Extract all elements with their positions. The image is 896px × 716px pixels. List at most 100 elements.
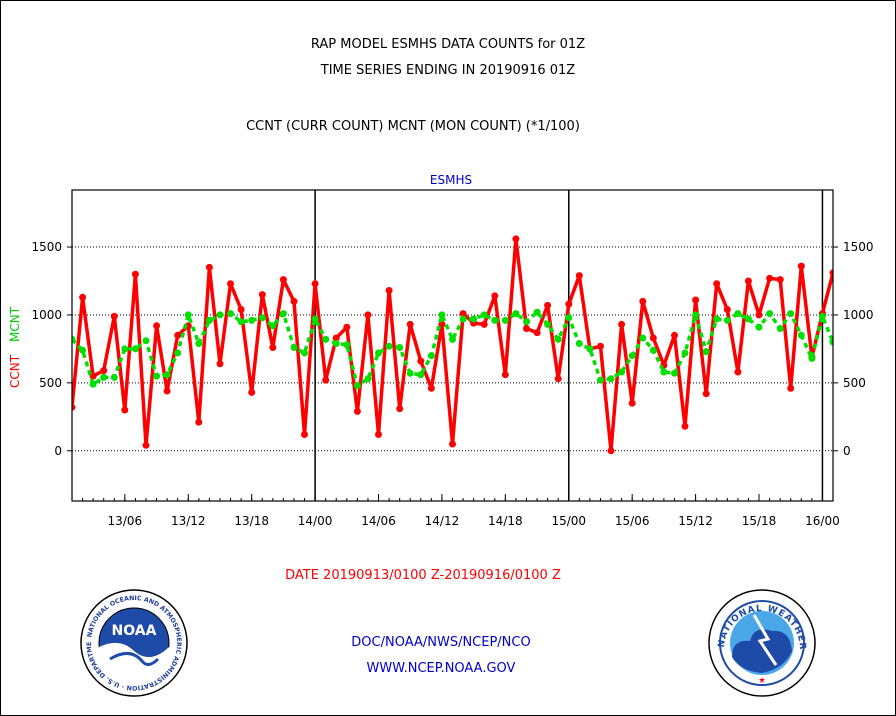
data-point-mcnt <box>72 335 76 343</box>
data-point-mcnt <box>755 323 763 331</box>
data-point-mcnt <box>523 318 530 326</box>
data-point-mcnt <box>597 376 604 384</box>
data-point-mcnt <box>195 340 203 347</box>
data-point-ccnt <box>290 297 298 305</box>
data-point-mcnt <box>248 316 256 324</box>
data-point-ccnt <box>364 311 372 319</box>
data-point-mcnt <box>237 318 245 326</box>
data-point-mcnt <box>89 380 97 388</box>
data-point-mcnt <box>776 325 784 332</box>
data-point-mcnt <box>343 341 351 349</box>
data-point-mcnt <box>787 310 795 318</box>
y-axis-label-mcnt: MCNT <box>8 306 22 342</box>
data-point-ccnt <box>269 344 277 351</box>
data-point-mcnt <box>586 345 594 353</box>
data-point-mcnt <box>544 320 552 328</box>
data-point-mcnt <box>301 349 308 357</box>
url-line: WWW.NCEP.NOAA.GOV <box>367 661 516 676</box>
data-point-mcnt <box>744 315 752 323</box>
data-point-mcnt <box>723 316 731 324</box>
data-point-ccnt <box>523 325 530 332</box>
y-tick-label-left: 0 <box>54 444 62 458</box>
data-point-ccnt <box>597 342 604 350</box>
data-point-mcnt <box>79 346 87 354</box>
data-point-mcnt <box>311 315 319 323</box>
data-point-ccnt <box>396 405 404 413</box>
data-point-mcnt <box>121 345 129 353</box>
data-point-ccnt <box>744 277 752 285</box>
data-point-mcnt <box>417 371 425 379</box>
x-tick-label: 16/00 <box>805 514 840 528</box>
data-point-mcnt <box>565 314 573 322</box>
data-point-mcnt <box>618 368 626 376</box>
data-point-ccnt <box>121 406 129 414</box>
data-point-mcnt <box>501 316 509 324</box>
chart-title-line1: RAP MODEL ESMHS DATA COUNTS for 01Z <box>310 37 586 52</box>
x-tick-label: 14/06 <box>361 514 396 528</box>
data-point-ccnt <box>829 269 833 277</box>
x-tick-label: 15/00 <box>551 514 586 528</box>
data-point-mcnt <box>818 312 826 320</box>
data-point-mcnt <box>512 310 520 318</box>
data-point-ccnt <box>163 387 171 395</box>
data-point-mcnt <box>364 375 372 383</box>
data-point-mcnt <box>797 331 805 339</box>
date-range-label: DATE 20190913/0100 Z-20190916/0100 Z <box>285 568 561 583</box>
data-point-ccnt <box>734 368 742 376</box>
data-point-mcnt <box>480 311 488 319</box>
chart-title-line2: TIME SERIES ENDING IN 20190916 01Z <box>320 63 576 78</box>
data-point-mcnt <box>396 344 404 351</box>
data-point-ccnt <box>142 441 150 449</box>
data-point-ccnt <box>787 384 795 392</box>
data-point-mcnt <box>269 322 277 330</box>
data-point-ccnt <box>512 235 520 243</box>
data-point-mcnt <box>131 345 139 353</box>
data-point-mcnt <box>427 352 435 360</box>
data-point-mcnt <box>142 337 150 345</box>
data-point-ccnt <box>353 407 361 415</box>
y-tick-label-left: 500 <box>39 376 62 390</box>
data-point-mcnt <box>491 316 499 324</box>
data-point-mcnt <box>713 315 721 323</box>
data-point-ccnt <box>544 301 552 309</box>
data-point-ccnt <box>449 440 456 448</box>
data-point-mcnt <box>205 316 213 324</box>
data-point-mcnt <box>533 308 541 316</box>
data-point-ccnt <box>797 262 805 270</box>
noaa-logo-text: NOAA <box>112 623 157 639</box>
chart-subtitle: CCNT (CURR COUNT) MCNT (MON COUNT) (*1/1… <box>246 119 580 134</box>
y-tick-label-right: 1500 <box>843 240 874 254</box>
data-point-mcnt <box>184 311 192 319</box>
data-point-ccnt <box>723 306 731 313</box>
data-point-mcnt <box>375 349 382 357</box>
data-point-mcnt <box>110 373 118 381</box>
data-point-ccnt <box>72 403 76 411</box>
data-point-ccnt <box>100 367 108 375</box>
data-point-ccnt <box>713 280 721 288</box>
data-point-mcnt <box>660 368 668 376</box>
data-point-ccnt <box>375 431 382 438</box>
y-axis-label-ccnt: CCNT <box>8 354 22 388</box>
data-point-ccnt <box>649 334 657 342</box>
data-point-mcnt <box>279 310 287 318</box>
data-point-ccnt <box>438 320 446 328</box>
data-point-ccnt <box>174 331 182 339</box>
data-point-mcnt <box>353 382 361 390</box>
plot-border <box>71 189 834 502</box>
data-point-mcnt <box>290 344 298 351</box>
data-point-mcnt <box>575 340 583 347</box>
org-line: DOC/NOAA/NWS/NCEP/NCO <box>351 635 530 650</box>
x-tick-label: 13/18 <box>234 514 269 528</box>
data-point-mcnt <box>607 375 615 383</box>
data-point-mcnt <box>766 310 774 318</box>
y-tick-label-right: 500 <box>843 376 866 390</box>
y-tick-label-right: 1000 <box>843 308 874 322</box>
data-point-ccnt <box>237 306 245 313</box>
data-point-ccnt <box>227 280 234 288</box>
data-point-mcnt <box>470 315 478 323</box>
data-point-ccnt <box>575 272 583 280</box>
data-point-ccnt <box>195 418 203 426</box>
data-point-mcnt <box>153 372 161 380</box>
data-point-mcnt <box>649 346 657 354</box>
